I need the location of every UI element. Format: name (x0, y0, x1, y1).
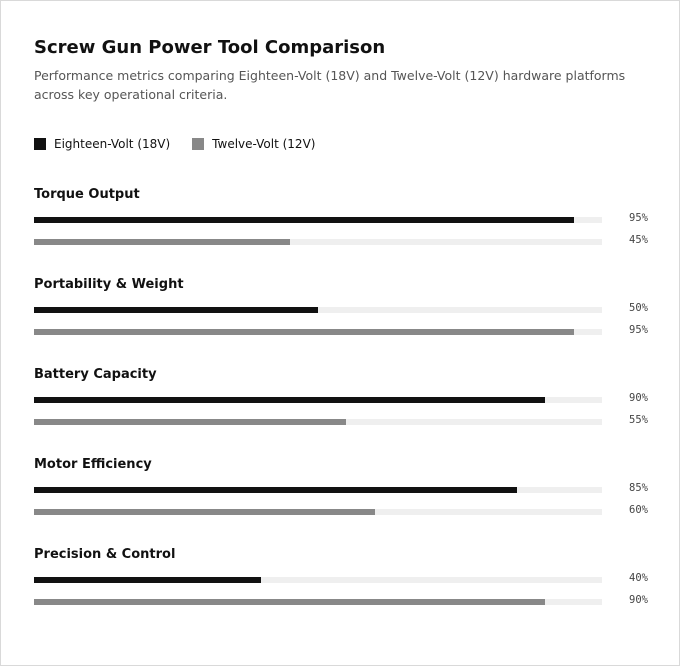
legend-label-12v: Twelve-Volt (12V) (212, 137, 316, 151)
category-label: Precision & Control (34, 547, 176, 562)
data-label-12v: 60% (629, 504, 648, 516)
bar-18v-portability-and-weight (34, 307, 318, 313)
data-label-18v: 95% (629, 212, 648, 224)
bar-18v-torque-output (34, 217, 574, 223)
bar-12v-battery-capacity (34, 419, 347, 425)
category-label: Battery Capacity (34, 367, 157, 382)
bar-track (34, 487, 602, 493)
chart-subtitle: Performance metrics comparing Eighteen-V… (34, 68, 626, 102)
legend-item-18v: Eighteen-Volt (18V) (34, 137, 170, 151)
bar-18v-motor-efficiency (34, 487, 517, 493)
bar-track (34, 307, 602, 313)
bar-18v-battery-capacity (34, 397, 546, 403)
bar-18v-precision-and-control (34, 577, 262, 583)
bar-track (34, 577, 602, 583)
bar-track (34, 397, 602, 403)
legend-swatch-12v (192, 138, 205, 150)
chart-legend: Eighteen-Volt (18V) Twelve-Volt (12V) (34, 137, 337, 151)
bar-track (34, 509, 602, 515)
data-label-18v: 50% (629, 302, 648, 314)
category-label: Motor Efficiency (34, 457, 152, 472)
data-label-18v: 90% (629, 392, 648, 404)
bar-track (34, 239, 602, 245)
data-label-12v: 95% (629, 324, 648, 336)
bar-12v-portability-and-weight (34, 329, 574, 335)
legend-label-18v: Eighteen-Volt (18V) (54, 137, 171, 151)
bar-track (34, 329, 602, 335)
bar-12v-torque-output (34, 239, 290, 245)
legend-item-12v: Twelve-Volt (12V) (192, 137, 315, 151)
category-label: Portability & Weight (34, 277, 184, 292)
category-label: Torque Output (34, 187, 140, 202)
chart-title: Screw Gun Power Tool Comparison (34, 37, 386, 58)
bar-12v-precision-and-control (34, 599, 546, 605)
data-label-12v: 55% (629, 414, 648, 426)
bar-track (34, 419, 602, 425)
data-label-18v: 40% (629, 572, 648, 584)
legend-swatch-18v (34, 138, 46, 150)
data-label-12v: 90% (629, 594, 648, 606)
bar-track (34, 599, 602, 605)
bar-12v-motor-efficiency (34, 509, 375, 515)
bar-track (34, 217, 602, 223)
data-label-18v: 85% (629, 482, 648, 494)
data-label-12v: 45% (629, 234, 648, 246)
